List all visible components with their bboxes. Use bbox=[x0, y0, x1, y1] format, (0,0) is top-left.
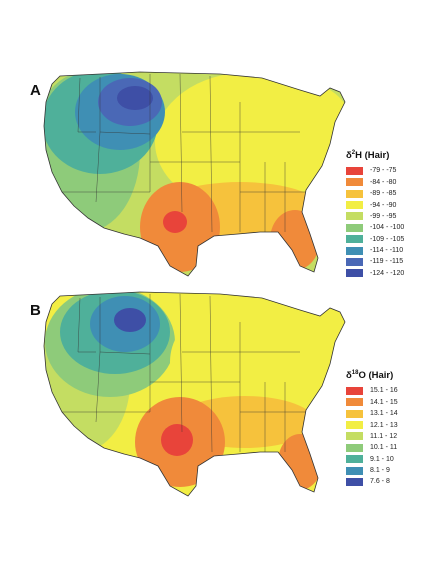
legend-item: 8.1 - 9 bbox=[346, 465, 398, 476]
legend-item: -104 - -100 bbox=[346, 222, 404, 233]
map-panel-b: B δ18O (Hair) 15.1 - 16 14.1 - 15 13 bbox=[0, 282, 445, 522]
legend-item: -84 - -80 bbox=[346, 177, 404, 188]
legend-swatch bbox=[346, 201, 363, 210]
legend-label: 8.1 - 9 bbox=[370, 467, 390, 475]
legend-item: -114 - -110 bbox=[346, 245, 404, 256]
legend-swatch bbox=[346, 432, 363, 441]
legend-label: -94 - -90 bbox=[370, 201, 397, 209]
legend-label: 15.1 - 16 bbox=[370, 387, 398, 395]
legend-swatch bbox=[346, 409, 363, 418]
legend-label: 13.1 - 14 bbox=[370, 410, 398, 418]
legend-item: -119 - -115 bbox=[346, 256, 404, 267]
legend-label: 11.1 - 12 bbox=[370, 432, 398, 440]
legend-label: -124 - -120 bbox=[370, 269, 405, 277]
legend-item: 10.1 - 11 bbox=[346, 442, 398, 453]
legend-label: -114 - -110 bbox=[370, 247, 404, 255]
legend-swatch bbox=[346, 189, 363, 198]
legend-item: 9.1 - 10 bbox=[346, 454, 398, 465]
legend-swatch bbox=[346, 386, 363, 395]
legend-label: -79 - -75 bbox=[370, 167, 397, 175]
legend-label: 7.6 - 8 bbox=[370, 478, 390, 486]
map-panel-a: A δ2H (Hair) -79 - -75 -84 - -80 -89 bbox=[0, 62, 445, 302]
panel-label: B bbox=[30, 302, 41, 319]
legend-swatch bbox=[346, 246, 363, 255]
legend-label: 14.1 - 15 bbox=[370, 398, 398, 406]
legend-swatch bbox=[346, 421, 363, 430]
us-map-hydrogen bbox=[43, 71, 346, 277]
legend-hydrogen: δ2H (Hair) -79 - -75 -84 - -80 -89 - -85 -9… bbox=[346, 150, 404, 279]
legend-item: -99 - -95 bbox=[346, 211, 404, 222]
legend-title: δ18O (Hair) bbox=[346, 370, 394, 382]
legend-item: -79 - -75 bbox=[346, 165, 404, 176]
legend-label: -89 - -85 bbox=[370, 190, 397, 198]
legend-swatch bbox=[346, 269, 363, 278]
legend-label: 10.1 - 11 bbox=[370, 444, 398, 452]
legend-item: 7.6 - 8 bbox=[346, 476, 398, 487]
legend-label: -109 - -105 bbox=[370, 235, 405, 243]
legend-swatch bbox=[346, 257, 363, 266]
legend-item: 14.1 - 15 bbox=[346, 397, 398, 408]
legend-item: 12.1 - 13 bbox=[346, 419, 398, 430]
legend-swatch bbox=[346, 466, 363, 475]
panel-label: A bbox=[30, 82, 41, 99]
legend-title: δ2H (Hair) bbox=[346, 150, 390, 162]
legend-swatch bbox=[346, 223, 363, 232]
legend-oxygen: δ18O (Hair) 15.1 - 16 14.1 - 15 13.1 - 14 1… bbox=[346, 370, 398, 488]
legend-item: -124 - -120 bbox=[346, 268, 404, 279]
legend-swatch bbox=[346, 235, 363, 244]
legend-item: 11.1 - 12 bbox=[346, 431, 398, 442]
legend-label: -99 - -95 bbox=[370, 212, 397, 220]
legend-swatch bbox=[346, 455, 363, 464]
legend-item: -109 - -105 bbox=[346, 234, 404, 245]
legend-swatch bbox=[346, 212, 363, 221]
legend-item: -89 - -85 bbox=[346, 188, 404, 199]
us-map-oxygen bbox=[43, 291, 346, 497]
legend-swatch bbox=[346, 443, 363, 452]
legend-item: 15.1 - 16 bbox=[346, 385, 398, 396]
legend-label: -84 - -80 bbox=[370, 178, 397, 186]
legend-label: 12.1 - 13 bbox=[370, 421, 398, 429]
legend-item: -94 - -90 bbox=[346, 199, 404, 210]
legend-label: 9.1 - 10 bbox=[370, 455, 394, 463]
legend-swatch bbox=[346, 166, 363, 175]
legend-swatch bbox=[346, 477, 363, 486]
legend-item: 13.1 - 14 bbox=[346, 408, 398, 419]
legend-swatch bbox=[346, 178, 363, 187]
legend-swatch bbox=[346, 398, 363, 407]
legend-label: -104 - -100 bbox=[370, 224, 405, 232]
legend-label: -119 - -115 bbox=[370, 258, 404, 266]
